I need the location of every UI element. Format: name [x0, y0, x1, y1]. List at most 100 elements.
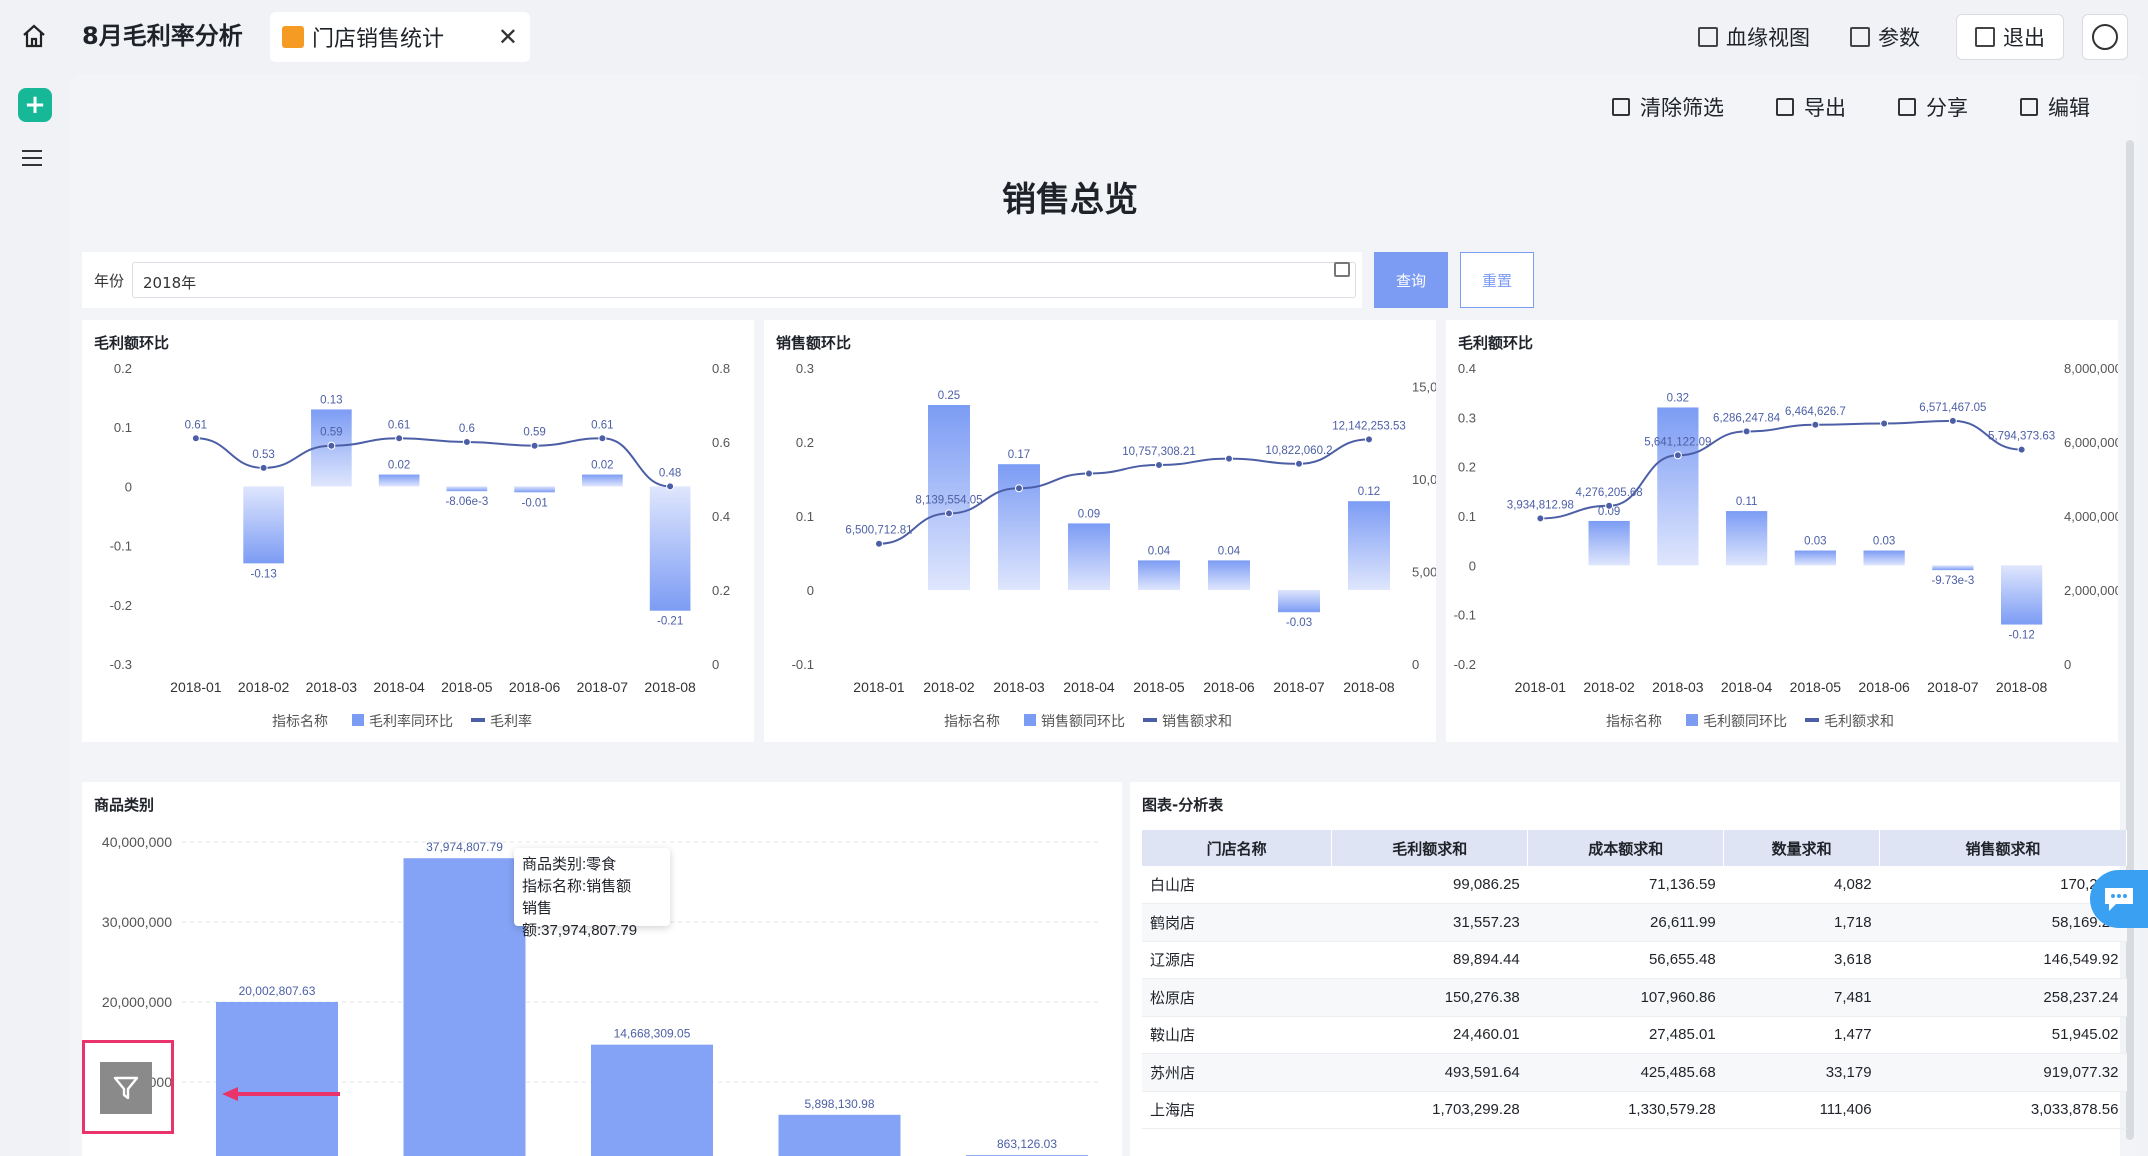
edit-button[interactable]: 编辑 [2020, 92, 2090, 122]
bar [582, 474, 623, 487]
line-point [462, 438, 471, 446]
bar-data-label: 0.11 [1736, 496, 1758, 508]
table-row[interactable]: 苏州店 493,591.64 425,485.68 33,179 919,077.32 [1142, 1053, 2127, 1092]
table-row[interactable]: 松原店 150,276.38 107,960.86 7,481 258,237.24 [1142, 978, 2127, 1017]
bar [216, 1001, 338, 1156]
tab-label: 门店销售统计 [312, 27, 445, 52]
add-icon[interactable]: + [18, 88, 52, 122]
legend-swatch-line [471, 718, 485, 722]
bar [998, 464, 1040, 590]
year-input[interactable]: 2018年 [132, 262, 1356, 298]
line-point [1673, 451, 1682, 460]
lineage-view-button[interactable]: 血缘视图 [1698, 22, 1810, 52]
table-title: 图表-分析表 [1142, 796, 1224, 814]
x-tick-label: 2018-01 [170, 679, 222, 695]
table-cell: 4,082 [1723, 866, 1880, 904]
menu-icon[interactable] [22, 150, 48, 170]
bar-data-label: -0.01 [522, 497, 548, 509]
export-button[interactable]: 导出 [1776, 92, 1846, 122]
bar-data-label: 20,002,807.63 [239, 984, 316, 998]
bar [243, 486, 284, 564]
column-header[interactable]: 毛利额求和 [1331, 830, 1529, 866]
chart-filter-button[interactable] [100, 1062, 152, 1114]
column-header[interactable]: 成本额求和 [1527, 830, 1725, 866]
left-rail: + [0, 72, 70, 1156]
line-point [1295, 459, 1303, 468]
bar [1208, 560, 1250, 590]
y-tick-label: -0.1 [110, 539, 132, 554]
export-icon [1776, 98, 1794, 116]
y-tick-label: 0.2 [114, 361, 132, 376]
share-button[interactable]: 分享 [1898, 92, 1968, 122]
y2-tick-label: 0.4 [712, 509, 730, 524]
bar [1348, 501, 1390, 590]
edit-label: 编辑 [2048, 96, 2090, 120]
table-row[interactable]: 鹤岗店 31,557.23 26,611.99 1,718 58,169.22 [1142, 903, 2127, 942]
line-point [1536, 514, 1545, 523]
table-cell: 鞍山店 [1142, 1016, 1332, 1054]
scrollbar[interactable] [2126, 140, 2134, 1140]
line-data-label: 4,276,205.68 [1576, 487, 1643, 499]
close-icon[interactable]: ✕ [497, 23, 518, 51]
legend-title: 指标名称 [1606, 713, 1662, 729]
legend-swatch-bar [1024, 714, 1036, 726]
y-tick-label: 0.1 [796, 509, 814, 524]
table-cell: 苏州店 [1142, 1053, 1332, 1092]
x-tick-label: 2018-06 [1858, 679, 1910, 695]
more-options-button[interactable] [2082, 14, 2128, 60]
table-cell: 1,718 [1723, 903, 1880, 942]
line-data-label: 8,139,554.05 [915, 494, 982, 506]
line-point [259, 463, 268, 472]
line-data-label: 6,464,626.7 [1785, 406, 1846, 418]
table-cell: 56,655.48 [1527, 941, 1724, 979]
bar [1794, 550, 1836, 566]
exit-button[interactable]: 退出 [1956, 14, 2064, 60]
table-cell: 58,169.22 [1879, 903, 2127, 942]
legend-item: 毛利率同环比 [369, 713, 453, 729]
table-row[interactable]: 上海店 1,703,299.28 1,330,579.28 111,406 3,033,… [1142, 1091, 2127, 1129]
line-data-label: 0.53 [252, 449, 274, 461]
table-cell: 27,485.01 [1527, 1016, 1724, 1054]
legend-swatch-line [1143, 718, 1157, 722]
x-tick-label: 2018-06 [1203, 679, 1255, 695]
table-cell: 3,618 [1723, 941, 1880, 979]
table-row[interactable]: 辽源店 89,894.44 56,655.48 3,618 146,549.92 [1142, 941, 2127, 979]
clear-filter-label: 清除筛选 [1640, 96, 1724, 120]
bar-data-label: 0.03 [1804, 536, 1826, 548]
clear-filter-button[interactable]: 清除筛选 [1612, 92, 1724, 122]
tab-store-sales[interactable]: 门店销售统计 ✕ [270, 12, 530, 62]
x-tick-label: 2018-07 [1927, 679, 1979, 695]
reset-button[interactable]: 重置 [1460, 252, 1534, 308]
params-button[interactable]: 参数 [1850, 22, 1920, 52]
bar-data-label: 0.09 [1078, 508, 1100, 520]
dashboard-title: 销售总览 [1002, 180, 1138, 220]
calendar-icon[interactable] [1334, 262, 1350, 277]
chart-svg: 0.4 0.3 0.2 0.1 0 -0.1 -0.2 8,000,000 6,000,000 4… [1454, 361, 2118, 729]
column-header[interactable]: 门店名称 [1142, 830, 1333, 866]
legend-item: 销售额求和 [1162, 713, 1232, 729]
line-point [327, 441, 336, 450]
table-cell: 51,945.02 [1879, 1016, 2127, 1054]
chat-assistant-button[interactable] [2090, 870, 2148, 928]
bar [446, 486, 488, 492]
home-icon[interactable] [18, 20, 50, 52]
column-header[interactable]: 数量求和 [1723, 830, 1881, 866]
share-label: 分享 [1926, 96, 1968, 120]
y-tick-label: 20,000,000 [102, 994, 172, 1010]
legend-item: 毛利率 [490, 713, 532, 729]
line-point [530, 441, 539, 450]
bar [928, 405, 970, 590]
bar [1278, 590, 1320, 613]
x-tick-label: 2018-06 [509, 679, 561, 695]
x-tick-label: 2018-03 [993, 679, 1045, 695]
table-row[interactable]: 鞍山店 24,460.01 27,485.01 1,477 51,945.02 [1142, 1016, 2127, 1054]
legend-item: 毛利额同环比 [1703, 713, 1787, 729]
y-tick-label: 0.3 [796, 361, 814, 376]
table-row[interactable]: 白山店 99,086.25 71,136.59 4,082 170,222. [1142, 866, 2127, 904]
line-point [875, 539, 883, 548]
query-button[interactable]: 查询 [1374, 252, 1448, 308]
y-tick-label: 30,000,000 [102, 914, 172, 930]
bar [514, 486, 555, 493]
bar [778, 1114, 901, 1156]
column-header[interactable]: 销售额求和 [1879, 830, 2127, 866]
